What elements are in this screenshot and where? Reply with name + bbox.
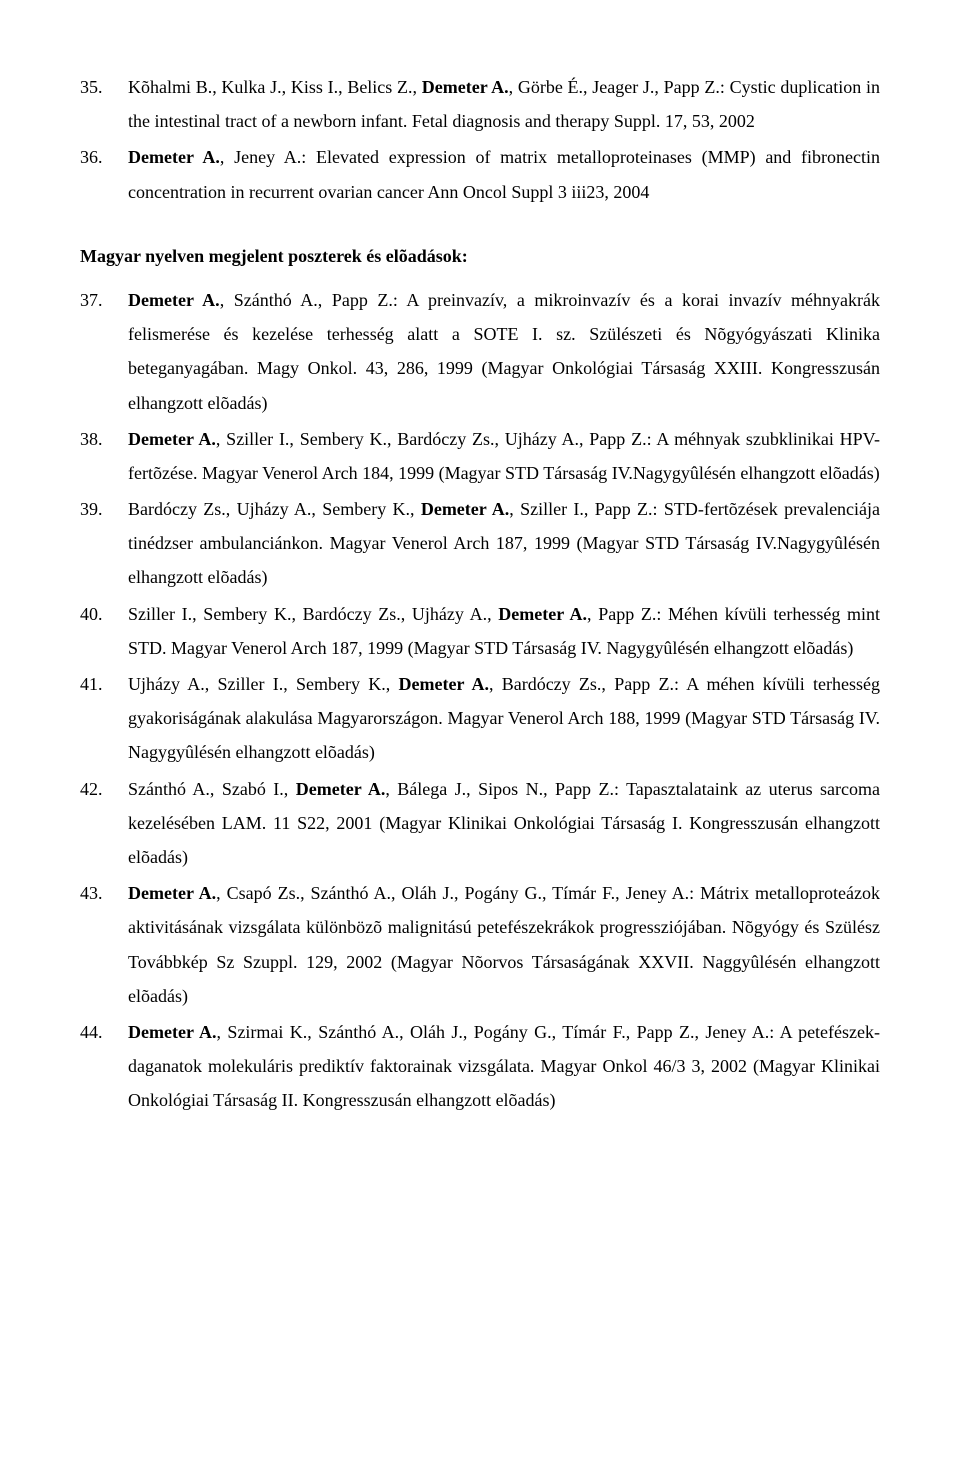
reference-text: Sziller I., Sembery K., Bardóczy Zs., Uj… bbox=[128, 597, 880, 665]
reference-text: Kõhalmi B., Kulka J., Kiss I., Belics Z.… bbox=[128, 70, 880, 138]
reference-list-bottom: 37.Demeter A., Szánthó A., Papp Z.: A pr… bbox=[80, 283, 880, 1118]
reference-number: 41. bbox=[80, 667, 128, 770]
reference-text: Demeter A., Csapó Zs., Szánthó A., Oláh … bbox=[128, 876, 880, 1013]
reference-number: 44. bbox=[80, 1015, 128, 1118]
reference-text: Demeter A., Jeney A.: Elevated expressio… bbox=[128, 140, 880, 208]
reference-number: 35. bbox=[80, 70, 128, 138]
reference-text: Ujházy A., Sziller I., Sembery K., Demet… bbox=[128, 667, 880, 770]
reference-entry: 41.Ujházy A., Sziller I., Sembery K., De… bbox=[80, 667, 880, 770]
reference-entry: 43.Demeter A., Csapó Zs., Szánthó A., Ol… bbox=[80, 876, 880, 1013]
reference-entry: 40.Sziller I., Sembery K., Bardóczy Zs.,… bbox=[80, 597, 880, 665]
reference-entry: 38.Demeter A., Sziller I., Sembery K., B… bbox=[80, 422, 880, 490]
reference-entry: 36.Demeter A., Jeney A.: Elevated expres… bbox=[80, 140, 880, 208]
reference-number: 36. bbox=[80, 140, 128, 208]
reference-text: Bardóczy Zs., Ujházy A., Sembery K., Dem… bbox=[128, 492, 880, 595]
reference-text: Demeter A., Sziller I., Sembery K., Bard… bbox=[128, 422, 880, 490]
reference-text: Demeter A., Szánthó A., Papp Z.: A prein… bbox=[128, 283, 880, 420]
reference-number: 43. bbox=[80, 876, 128, 1013]
reference-entry: 44.Demeter A., Szirmai K., Szánthó A., O… bbox=[80, 1015, 880, 1118]
reference-number: 40. bbox=[80, 597, 128, 665]
reference-text: Szánthó A., Szabó I., Demeter A., Bálega… bbox=[128, 772, 880, 875]
reference-number: 42. bbox=[80, 772, 128, 875]
reference-number: 39. bbox=[80, 492, 128, 595]
reference-entry: 39.Bardóczy Zs., Ujházy A., Sembery K., … bbox=[80, 492, 880, 595]
reference-list-top: 35.Kõhalmi B., Kulka J., Kiss I., Belics… bbox=[80, 70, 880, 209]
reference-entry: 42.Szánthó A., Szabó I., Demeter A., Bál… bbox=[80, 772, 880, 875]
reference-text: Demeter A., Szirmai K., Szánthó A., Oláh… bbox=[128, 1015, 880, 1118]
reference-entry: 37.Demeter A., Szánthó A., Papp Z.: A pr… bbox=[80, 283, 880, 420]
section-heading: Magyar nyelven megjelent poszterek és el… bbox=[80, 239, 880, 273]
reference-number: 37. bbox=[80, 283, 128, 420]
reference-entry: 35.Kõhalmi B., Kulka J., Kiss I., Belics… bbox=[80, 70, 880, 138]
reference-number: 38. bbox=[80, 422, 128, 490]
